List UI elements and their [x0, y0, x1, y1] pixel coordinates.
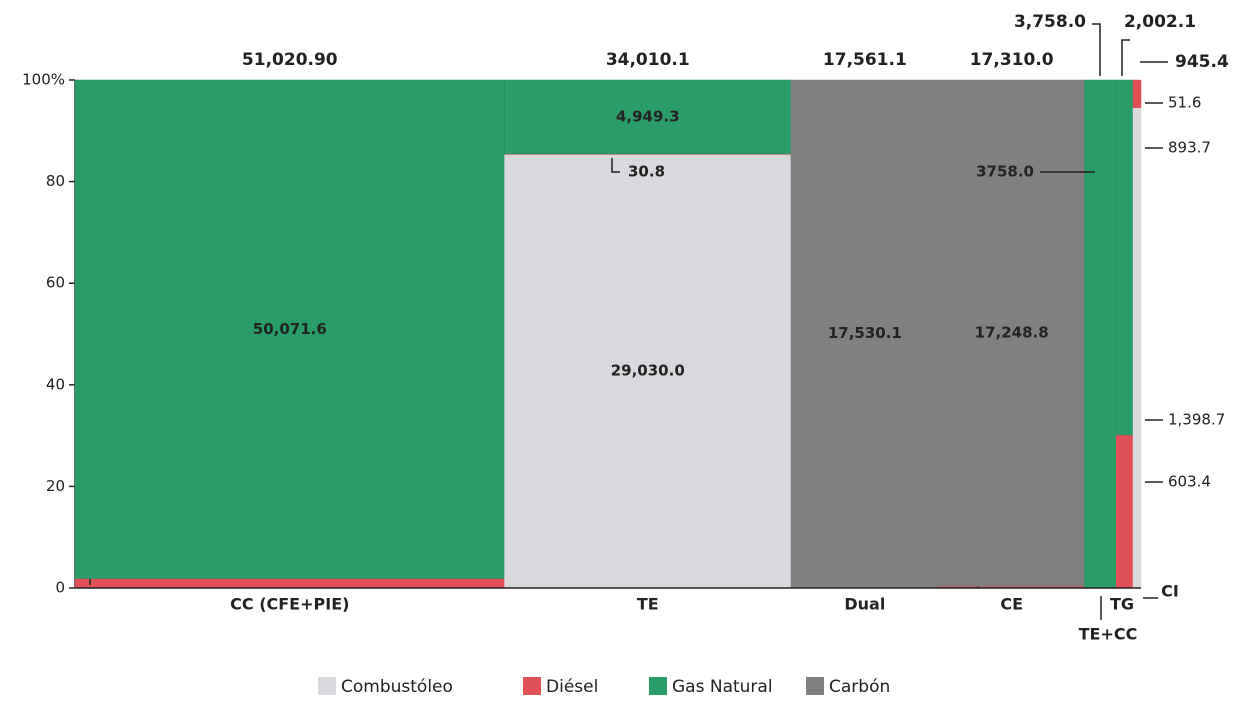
- segment-label: 3758.0: [976, 163, 1034, 181]
- total-label: 17,310.0: [970, 50, 1054, 70]
- leader-line: [1121, 39, 1130, 76]
- segment: [74, 79, 505, 579]
- segment-label: 30.8: [628, 163, 665, 181]
- segment: [938, 79, 1085, 587]
- total-label: 2,002.1: [1124, 12, 1196, 32]
- legend-swatch: [318, 677, 336, 695]
- x-tick-label: CC (CFE+PIE): [230, 595, 349, 614]
- y-tick-label: 80: [46, 172, 65, 190]
- segment-label: 893.7: [1168, 139, 1211, 157]
- segment-label: 50,071.6: [253, 320, 327, 338]
- x-tick-label: Dual: [844, 595, 885, 614]
- total-label: 3,758.0: [1014, 12, 1086, 32]
- legend-label: Carbón: [829, 677, 890, 697]
- y-tick-label: 20: [46, 477, 65, 495]
- x-tick-label: CE: [1000, 595, 1023, 614]
- segment: [1132, 79, 1142, 109]
- y-tick-label: 40: [46, 375, 65, 393]
- x-tick-label: TE: [637, 595, 659, 614]
- legend-label: Combustóleo: [341, 677, 453, 697]
- segment-label: 17,530.1: [828, 324, 902, 342]
- segment: [1115, 79, 1134, 436]
- total-label: 17,561.1: [823, 50, 907, 70]
- segment-label: 51.6: [1168, 94, 1201, 112]
- legend-label: Gas Natural: [672, 677, 773, 697]
- segment-label: 1,398.7: [1168, 411, 1225, 429]
- legend-swatch: [806, 677, 824, 695]
- y-tick-label: 100%: [22, 71, 65, 89]
- segment: [790, 79, 940, 588]
- segment: [1084, 79, 1117, 589]
- total-label: 945.4: [1175, 52, 1229, 72]
- y-tick-label: 0: [55, 579, 65, 597]
- segment-label: 29,030.0: [611, 362, 685, 380]
- segment: [74, 578, 505, 589]
- x-tick-label: TG: [1110, 595, 1134, 614]
- segment-label: 17,248.8: [975, 324, 1049, 342]
- segment: [504, 154, 792, 589]
- x-tick-label: TE+CC: [1079, 625, 1138, 644]
- y-tick-label: 60: [46, 274, 65, 292]
- legend-swatch: [649, 677, 667, 695]
- leader-line: [611, 158, 620, 173]
- total-label: 34,010.1: [606, 50, 690, 70]
- x-tick-label: CI: [1161, 582, 1179, 601]
- legend-label: Diésel: [546, 677, 598, 697]
- segment: [1115, 434, 1134, 589]
- leader-line: [1092, 23, 1101, 76]
- segment-label: 603.4: [1168, 473, 1211, 491]
- segment: [1132, 107, 1142, 589]
- segment-label: 4,949.3: [616, 107, 680, 125]
- total-label: 51,020.90: [242, 50, 338, 70]
- legend-swatch: [523, 677, 541, 695]
